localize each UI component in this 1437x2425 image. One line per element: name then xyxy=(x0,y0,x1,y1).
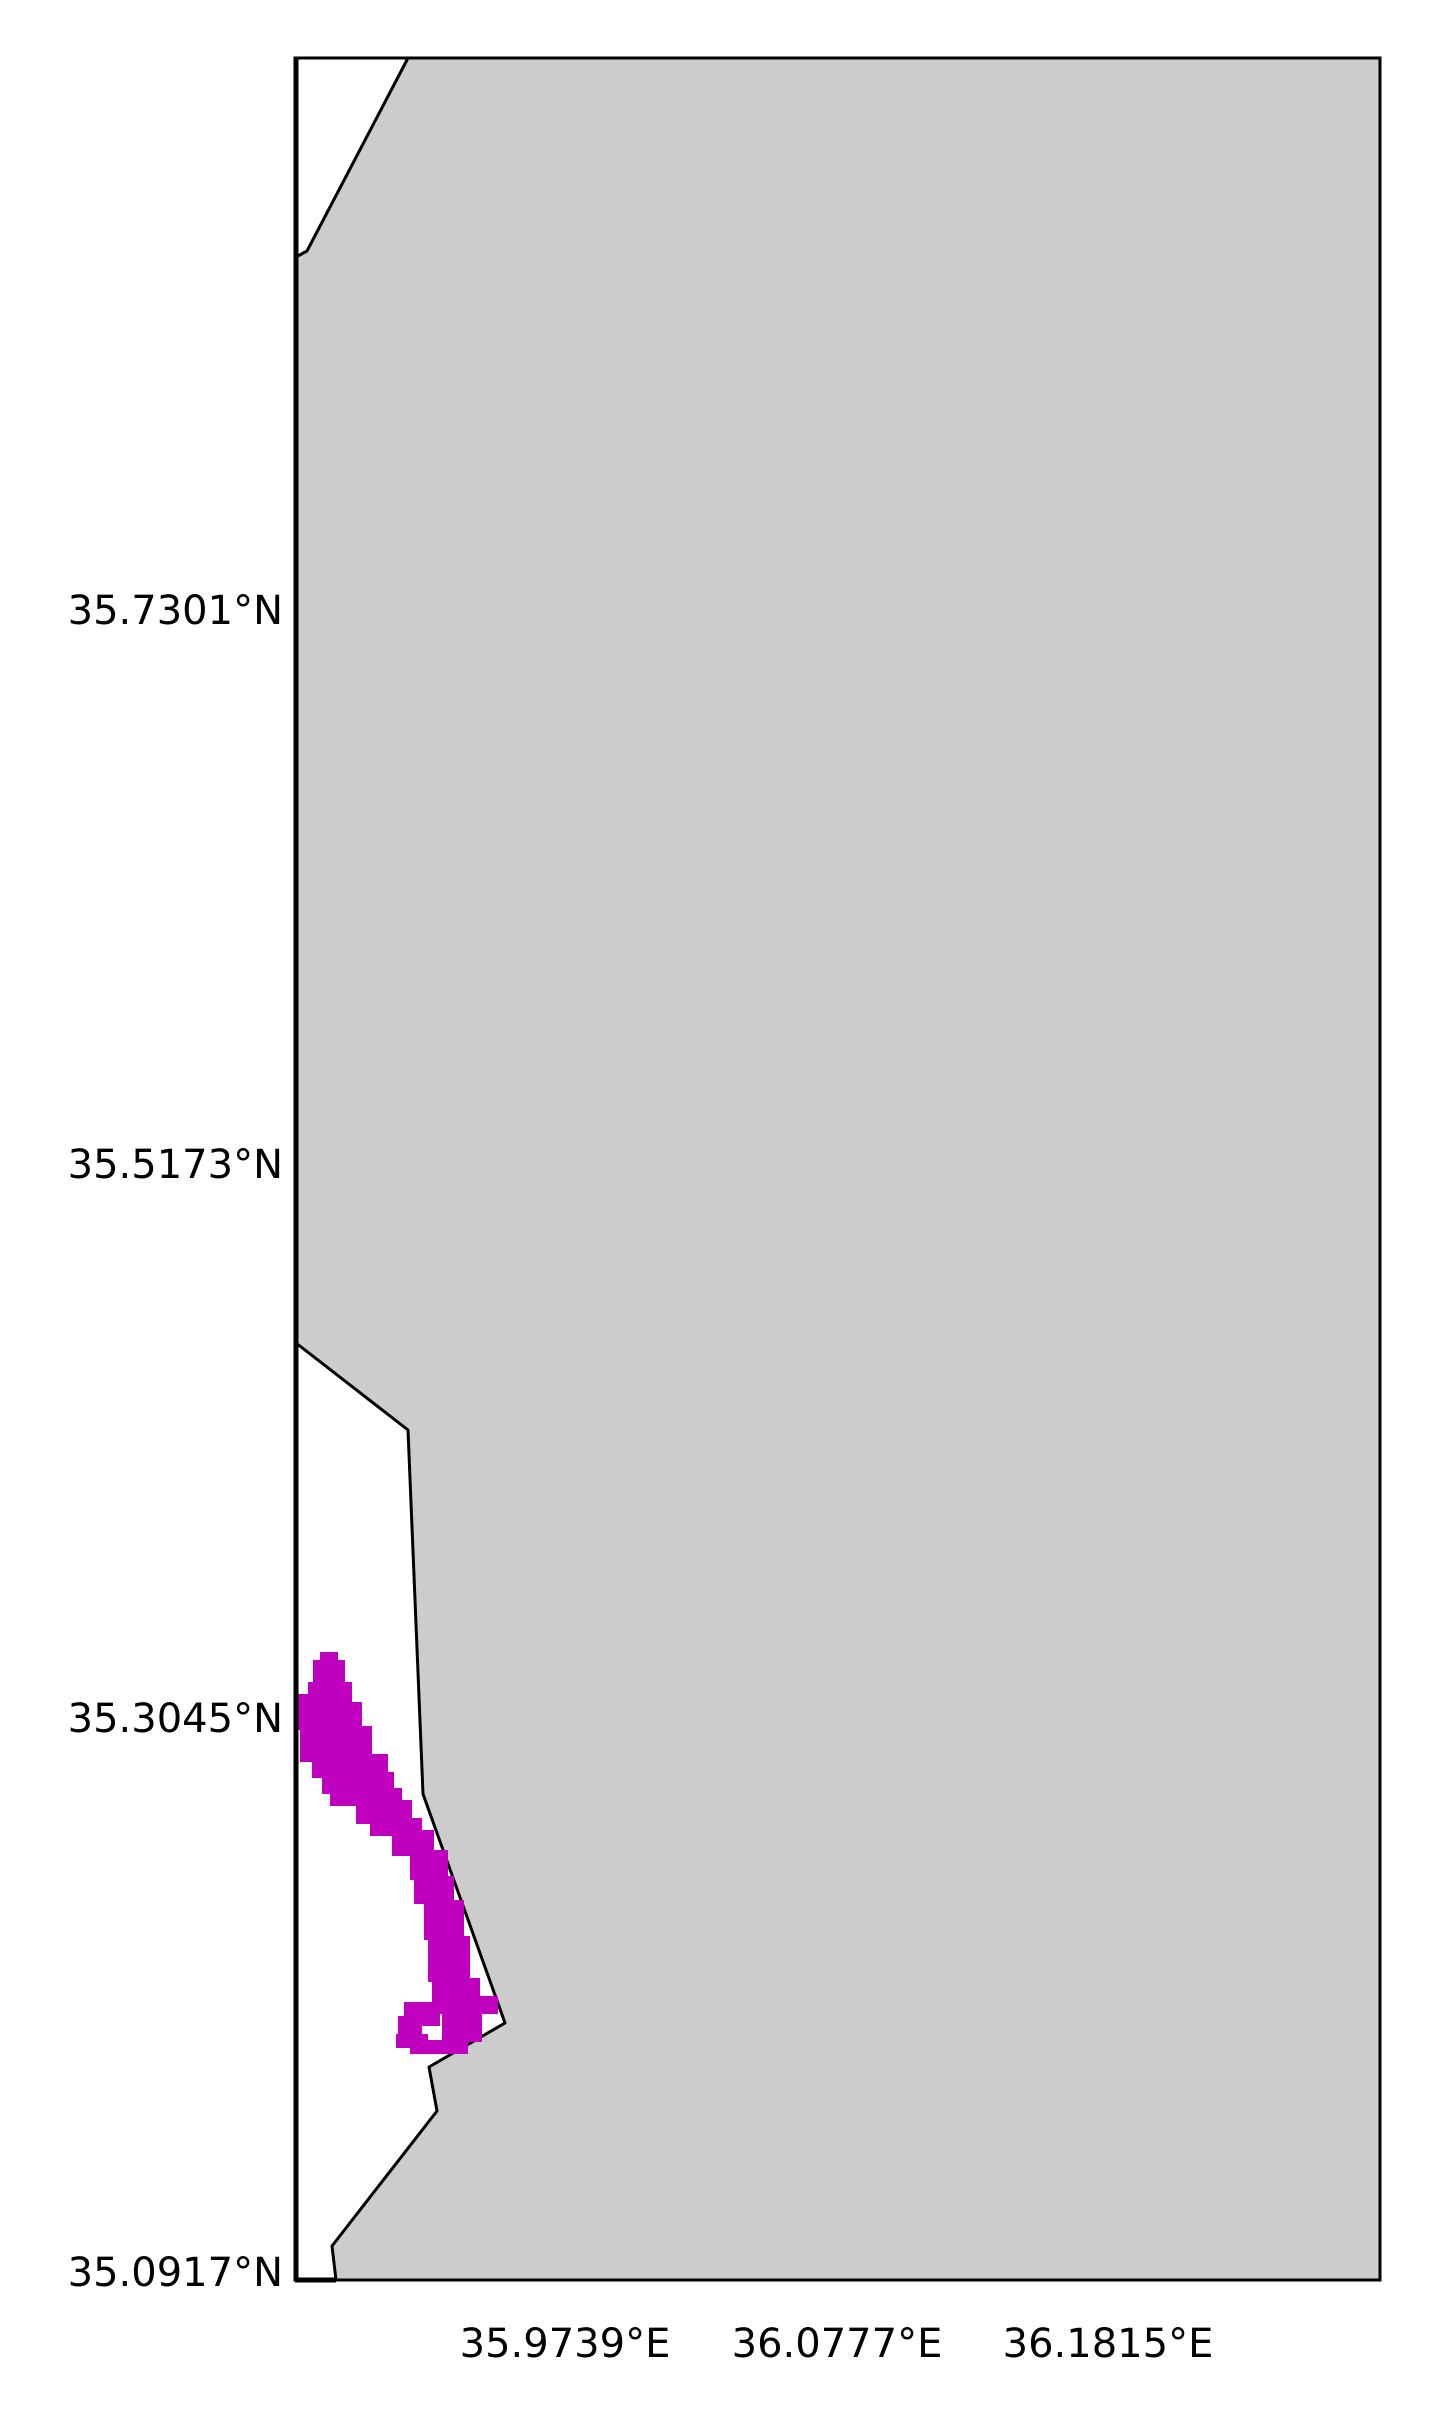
lat-tick-label: 35.7301°N xyxy=(68,588,283,634)
region-cell xyxy=(308,1682,352,1704)
region-cell xyxy=(302,1702,362,1730)
region-cell xyxy=(313,1660,345,1686)
lon-tick-label: 36.0777°E xyxy=(732,2321,943,2367)
lat-tick-label: 35.0917°N xyxy=(68,2250,283,2296)
lon-tick-label: 35.9739°E xyxy=(460,2321,671,2367)
highlighted-region xyxy=(296,1652,498,2054)
lon-tick-label: 36.1815°E xyxy=(1003,2321,1214,2367)
region-cell xyxy=(320,1652,338,1662)
lat-tick-label: 35.5173°N xyxy=(68,1142,283,1188)
lat-tick-label: 35.3045°N xyxy=(68,1696,283,1742)
region-cell xyxy=(424,1900,464,1940)
region-cell xyxy=(458,2022,480,2042)
region-cell xyxy=(440,1996,498,2014)
region-cell xyxy=(428,1936,470,1982)
region-cell xyxy=(410,1850,448,1880)
region-cell xyxy=(410,2040,468,2054)
region-cell xyxy=(414,1876,454,1904)
